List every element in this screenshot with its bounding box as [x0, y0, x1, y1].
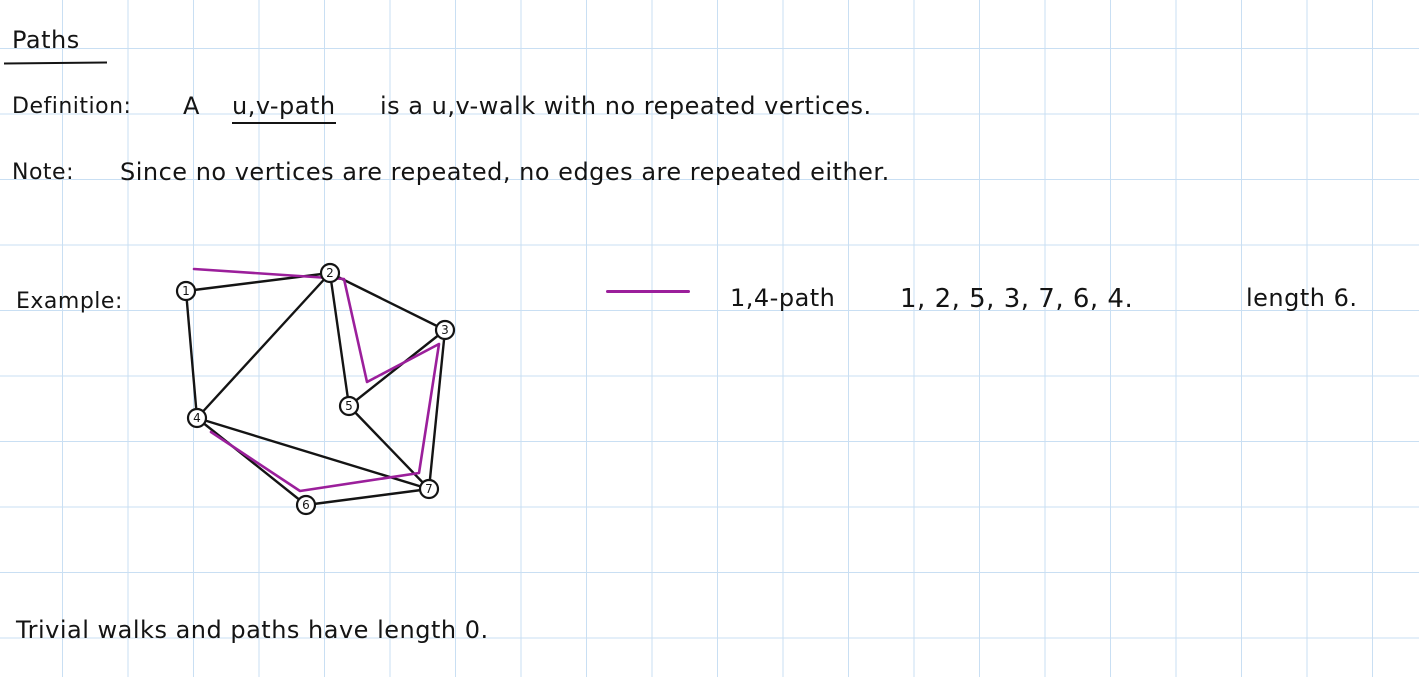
vertex-label: 5 — [345, 399, 353, 413]
graph-edge-3-7 — [427, 328, 447, 491]
note-text: Since no vertices are repeated, no edges… — [120, 158, 890, 186]
definition-label: Definition: — [12, 94, 132, 119]
vertex-5: 5 — [338, 395, 360, 417]
path-legend-swatch — [606, 290, 690, 293]
vertex-label: 1 — [182, 284, 190, 298]
vertex-label: 6 — [302, 498, 310, 512]
graph-edge-2-3 — [328, 271, 447, 332]
path-1-4-highlight — [192, 267, 441, 493]
definition-article: A — [183, 92, 200, 120]
vertex-label: 7 — [425, 482, 433, 496]
vertex-circle — [186, 407, 208, 429]
definition-term: u,v-path — [232, 92, 336, 124]
graph-edge-7-6 — [304, 487, 431, 507]
graph-edge-1-4 — [184, 289, 199, 420]
vertex-3: 3 — [434, 319, 456, 341]
graph-edge-7-5 — [347, 404, 431, 491]
vertex-circle — [338, 395, 360, 417]
vertex-2: 2 — [319, 262, 341, 284]
vertex-circle — [418, 478, 440, 500]
graph-edges — [184, 271, 447, 507]
vertex-7: 7 — [418, 478, 440, 500]
vertex-1: 1 — [175, 280, 197, 302]
vertex-circle — [319, 262, 341, 284]
vertex-label: 2 — [326, 266, 334, 280]
path-length: length 6. — [1246, 284, 1358, 312]
graph-edge-5-3 — [347, 328, 447, 408]
graph-edge-2-4 — [195, 271, 332, 420]
graph-edge-4-6 — [195, 416, 308, 507]
vertex-6: 6 — [295, 494, 317, 516]
vertex-label: 4 — [193, 411, 201, 425]
definition-text: is a u,v-walk with no repeated vertices. — [380, 92, 872, 120]
path-vertex-sequence: 1, 2, 5, 3, 7, 6, 4. — [900, 284, 1134, 314]
graph-edge-2-5 — [328, 271, 351, 408]
vertex-circle — [434, 319, 456, 341]
example-label: Example: — [16, 289, 123, 314]
vertex-circle — [295, 494, 317, 516]
vertex-label: 3 — [441, 323, 449, 337]
path-legend-name: 1,4-path — [730, 284, 836, 312]
note-label: Note: — [12, 160, 74, 185]
page-title: Paths — [12, 26, 80, 54]
graph-vertices: 1 2 3 4 5 6 7 — [175, 262, 456, 516]
highlighted-path — [192, 267, 441, 493]
vertex-circle — [175, 280, 197, 302]
footer-note: Trivial walks and paths have length 0. — [16, 616, 489, 644]
vertex-4: 4 — [186, 407, 208, 429]
